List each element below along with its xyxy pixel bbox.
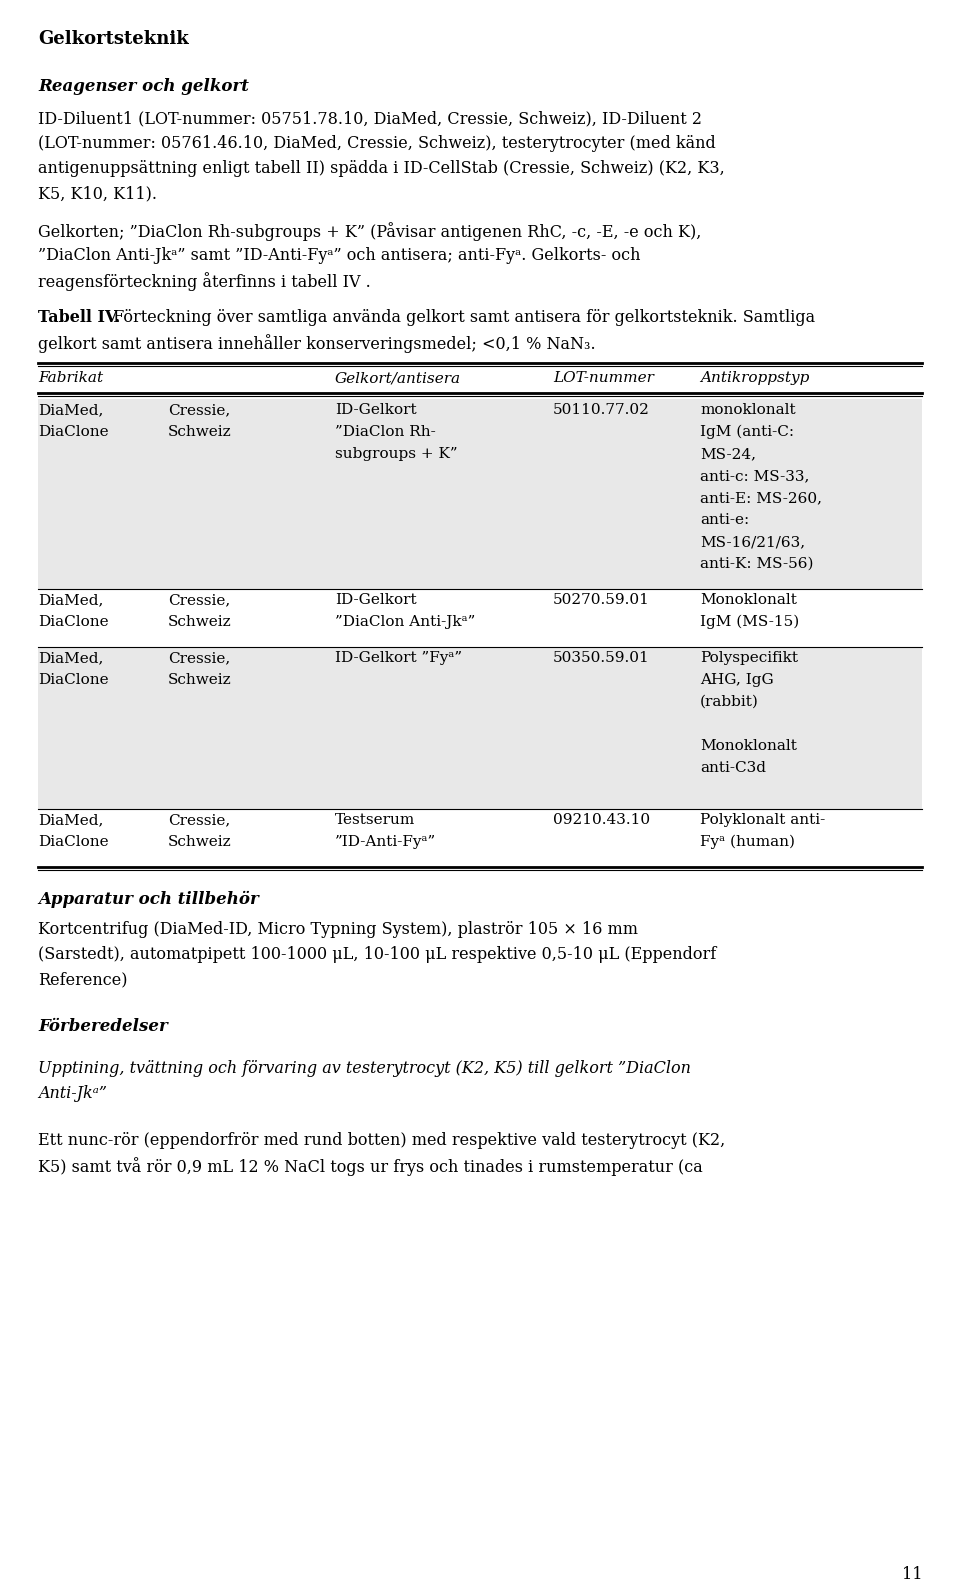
Text: Schweiz: Schweiz (168, 426, 231, 438)
Text: (rabbit): (rabbit) (700, 695, 758, 709)
Text: antigenuppsättning enligt tabell II) spädda i ID-CellStab (Cressie, Schweiz) (K2: antigenuppsättning enligt tabell II) spä… (38, 159, 725, 177)
Text: anti-c: MS-33,: anti-c: MS-33, (700, 469, 809, 483)
Text: ID-Diluent1 (LOT-nummer: 05751.78.10, DiaMed, Cressie, Schweiz), ID-Diluent 2: ID-Diluent1 (LOT-nummer: 05751.78.10, Di… (38, 110, 702, 128)
Text: (Sarstedt), automatpipett 100-1000 μL, 10-100 μL respektive 0,5-10 μL (Eppendorf: (Sarstedt), automatpipett 100-1000 μL, 1… (38, 945, 716, 963)
Text: DiaMed,: DiaMed, (38, 813, 104, 827)
Text: 50350.59.01: 50350.59.01 (553, 650, 650, 665)
Text: Ett nunc-rör (eppendorfrör med rund botten) med respektive vald testerytrocyt (K: Ett nunc-rör (eppendorfrör med rund bott… (38, 1132, 725, 1149)
Text: Monoklonalt: Monoklonalt (700, 740, 797, 752)
Text: Polyklonalt anti-: Polyklonalt anti- (700, 813, 826, 827)
Bar (38, 647, 922, 810)
Text: DiaClone: DiaClone (38, 615, 108, 630)
Text: Schweiz: Schweiz (168, 835, 231, 850)
Text: ”DiaClon Rh-: ”DiaClon Rh- (335, 426, 436, 438)
Text: Cressie,: Cressie, (168, 650, 230, 665)
Text: Testserum: Testserum (335, 813, 416, 827)
Text: 50270.59.01: 50270.59.01 (553, 593, 650, 607)
Text: Fyᵃ (human): Fyᵃ (human) (700, 835, 795, 850)
Text: Anti-Jkᵃ”: Anti-Jkᵃ” (38, 1086, 107, 1101)
Text: Schweiz: Schweiz (168, 673, 231, 687)
Text: MS-24,: MS-24, (700, 446, 756, 461)
Text: Reference): Reference) (38, 971, 128, 988)
Text: AHG, IgG: AHG, IgG (700, 673, 774, 687)
Text: DiaClone: DiaClone (38, 673, 108, 687)
Text: ”ID-Anti-Fyᵃ”: ”ID-Anti-Fyᵃ” (335, 835, 436, 850)
Text: DiaClone: DiaClone (38, 426, 108, 438)
Text: Förteckning över samtliga använda gelkort samt antisera för gelkortsteknik. Samt: Förteckning över samtliga använda gelkor… (108, 309, 815, 327)
Text: Cressie,: Cressie, (168, 403, 230, 418)
Text: (LOT-nummer: 05761.46.10, DiaMed, Cressie, Schweiz), testerytrocyter (med känd: (LOT-nummer: 05761.46.10, DiaMed, Cressi… (38, 135, 716, 151)
Text: 50110.77.02: 50110.77.02 (553, 403, 650, 418)
Text: DiaMed,: DiaMed, (38, 593, 104, 607)
Text: MS-16/21/63,: MS-16/21/63, (700, 536, 805, 548)
Text: Polyspecifikt: Polyspecifikt (700, 650, 798, 665)
Text: Upptining, tvättning och förvaring av testerytrocyt (K2, K5) till gelkort ”DiaCl: Upptining, tvättning och förvaring av te… (38, 1060, 691, 1078)
Text: ID-Gelkort: ID-Gelkort (335, 593, 417, 607)
Text: anti-C3d: anti-C3d (700, 760, 766, 775)
Text: LOT-nummer: LOT-nummer (553, 371, 654, 386)
Text: 09210.43.10: 09210.43.10 (553, 813, 650, 827)
Text: DiaMed,: DiaMed, (38, 403, 104, 418)
Text: Gelkorten; ”DiaClon Rh-subgroups + K” (Påvisar antigenen RhC, -c, -E, -e och K),: Gelkorten; ”DiaClon Rh-subgroups + K” (P… (38, 222, 702, 241)
Text: Gelkortsteknik: Gelkortsteknik (38, 30, 189, 48)
Text: Reagenser och gelkort: Reagenser och gelkort (38, 78, 249, 96)
Text: Antikroppstyp: Antikroppstyp (700, 371, 809, 386)
Text: Gelkort/antisera: Gelkort/antisera (335, 371, 461, 386)
Text: monoklonalt: monoklonalt (700, 403, 796, 418)
Text: Cressie,: Cressie, (168, 593, 230, 607)
Text: K5) samt två rör 0,9 mL 12 % NaCl togs ur frys och tinades i rumstemperatur (ca: K5) samt två rör 0,9 mL 12 % NaCl togs u… (38, 1157, 703, 1176)
Text: ”DiaClon Anti-Jkᵃ” samt ”ID-Anti-Fyᵃ” och antisera; anti-Fyᵃ. Gelkorts- och: ”DiaClon Anti-Jkᵃ” samt ”ID-Anti-Fyᵃ” oc… (38, 247, 640, 265)
Text: Tabell IV.: Tabell IV. (38, 309, 120, 327)
Text: DiaClone: DiaClone (38, 835, 108, 850)
Text: K5, K10, K11).: K5, K10, K11). (38, 185, 157, 202)
Text: ID-Gelkort ”Fyᵃ”: ID-Gelkort ”Fyᵃ” (335, 650, 462, 665)
Text: Monoklonalt: Monoklonalt (700, 593, 797, 607)
Text: Apparatur och tillbehör: Apparatur och tillbehör (38, 891, 259, 909)
Text: Kortcentrifug (DiaMed-ID, Micro Typning System), plaströr 105 × 16 mm: Kortcentrifug (DiaMed-ID, Micro Typning … (38, 921, 638, 937)
Text: anti-K: MS-56): anti-K: MS-56) (700, 556, 813, 571)
Text: Fabrikat: Fabrikat (38, 371, 103, 386)
Text: anti-E: MS-260,: anti-E: MS-260, (700, 491, 822, 505)
Text: Förberedelser: Förberedelser (38, 1019, 168, 1035)
Bar (38, 398, 922, 590)
Text: IgM (anti-C:: IgM (anti-C: (700, 426, 794, 440)
Text: ”DiaClon Anti-Jkᵃ”: ”DiaClon Anti-Jkᵃ” (335, 615, 475, 630)
Text: DiaMed,: DiaMed, (38, 650, 104, 665)
Text: IgM (MS-15): IgM (MS-15) (700, 615, 800, 630)
Text: Schweiz: Schweiz (168, 615, 231, 630)
Text: Cressie,: Cressie, (168, 813, 230, 827)
Text: ID-Gelkort: ID-Gelkort (335, 403, 417, 418)
Text: gelkort samt antisera innehåller konserveringsmedel; <0,1 % NaN₃.: gelkort samt antisera innehåller konserv… (38, 335, 595, 352)
Text: subgroups + K”: subgroups + K” (335, 446, 458, 461)
Text: reagensförteckning återfinns i tabell IV .: reagensförteckning återfinns i tabell IV… (38, 273, 371, 292)
Text: 11: 11 (901, 1565, 922, 1583)
Text: anti-e:: anti-e: (700, 513, 749, 528)
